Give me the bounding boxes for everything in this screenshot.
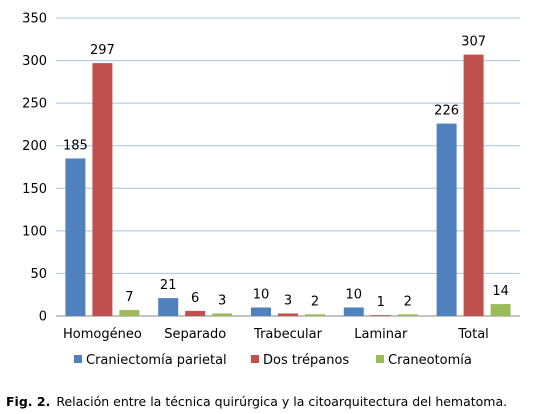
data-label: 6 [191,291,199,306]
legend-swatch [251,355,259,363]
bar [92,63,113,316]
caption-text: Relación entre la técnica quirúrgica y l… [56,394,508,409]
data-label: 3 [284,293,292,308]
data-label: 10 [346,287,363,302]
bar [370,315,391,316]
legend-label: Craneotomía [388,353,472,368]
data-label: 7 [125,290,133,305]
data-label: 226 [434,104,459,119]
data-label: 297 [90,43,115,58]
legend: Craniectomía parietal Dos trépanos Craneot… [74,353,472,368]
bars [65,54,511,317]
bar [463,54,484,317]
caption-label: Fig. 2. [6,394,51,409]
x-tick-label: Total [457,327,488,342]
y-tick-label: 0 [39,310,47,325]
figure-caption: Fig. 2. Relación entre la técnica quirúrg… [6,394,507,409]
data-label: 21 [160,278,177,293]
data-labels: 185 297 7 21 6 3 10 3 2 10 1 2 226 307 14 [63,35,509,311]
x-tick-label: Homogéneo [63,327,142,342]
bar [185,310,206,316]
bar [251,307,271,316]
x-axis-tick-labels: Homogéneo Separado Trabecular Laminar Total [63,327,489,342]
y-tick-label: 150 [22,182,47,197]
bar [490,304,511,316]
y-tick-label: 300 [22,54,47,69]
data-label: 3 [218,293,226,308]
y-tick-label: 350 [22,12,47,27]
data-label: 2 [404,294,412,309]
x-tick-label: Trabecular [253,327,323,342]
bar [278,313,298,316]
bar [212,313,233,316]
x-tick-label: Laminar [354,327,408,342]
data-label: 14 [492,284,509,299]
legend-label: Dos trépanos [263,353,349,368]
y-axis-tick-labels: 0 50 100 150 200 250 300 350 [22,12,47,325]
legend-swatch [74,355,82,363]
gridlines [56,17,520,317]
bar [436,123,457,316]
data-label: 185 [63,138,88,153]
data-label: 10 [253,287,270,302]
data-label: 307 [461,35,486,50]
bar [158,298,179,316]
y-tick-label: 100 [22,224,47,239]
y-tick-label: 50 [30,267,47,282]
data-label: 1 [377,295,385,310]
legend-label: Craniectomía parietal [86,353,227,368]
y-tick-label: 200 [22,139,47,154]
bar [65,158,86,316]
x-tick-label: Separado [164,327,226,342]
bar [305,314,325,316]
bar [343,307,364,316]
y-tick-label: 250 [22,97,47,112]
bar [397,314,418,316]
data-label: 2 [311,294,319,309]
legend-swatch [376,355,384,363]
bar [119,310,140,316]
